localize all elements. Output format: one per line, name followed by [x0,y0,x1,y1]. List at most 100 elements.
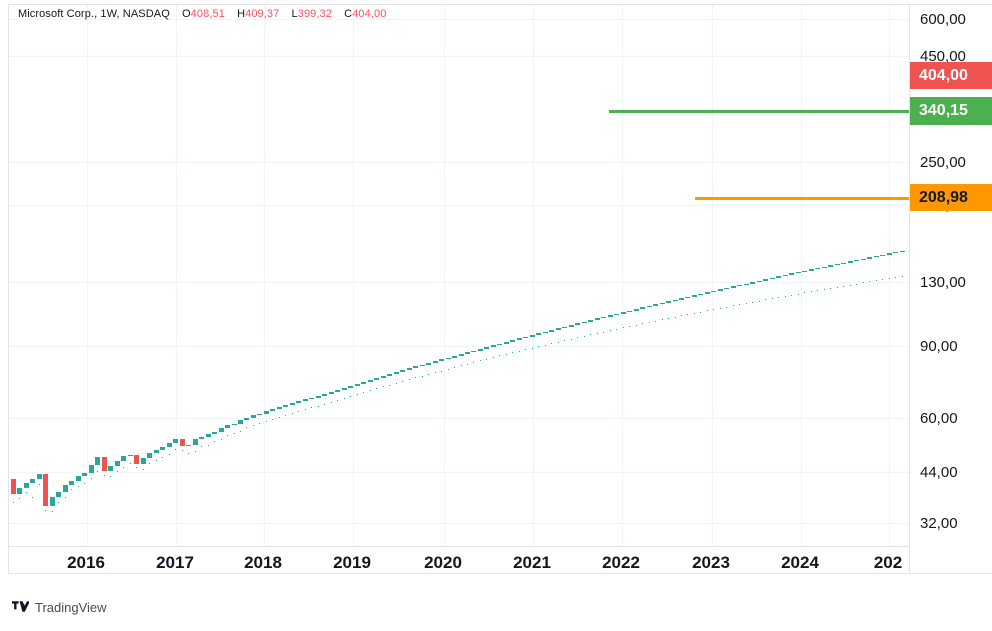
candle-body [464,352,470,354]
candle-wick [415,377,417,378]
candle-body [147,453,153,458]
candle-body [614,314,620,315]
candle-wick [408,379,410,380]
candle-body [212,432,218,434]
candle-body [75,476,81,481]
candle-wick [324,404,326,405]
candle-body [620,312,626,314]
tradingview-logo[interactable]: TradingView [12,600,107,615]
green-resistance-line[interactable] [609,110,909,113]
candle-wick [32,497,34,498]
candle-wick [635,325,637,326]
candle-body [711,291,717,292]
gridline-horizontal [9,205,909,206]
orange-level-badge[interactable]: 208,98 [910,184,992,211]
candle-body [756,281,762,282]
open-key: O [182,8,191,20]
candle-body [704,292,710,294]
candle-body [250,415,256,418]
candle-body [328,392,334,394]
candle-body [140,458,146,464]
candle-wick [369,390,371,391]
candle-wick [758,301,760,302]
candle-wick [895,277,897,278]
candle-wick [557,342,559,343]
candle-body [17,488,23,494]
candle-wick [869,281,871,282]
chart-pane[interactable] [8,4,910,574]
candle-wick [317,406,319,407]
candle-body [730,286,736,288]
candle-wick [505,354,507,355]
green-level-badge[interactable]: 340,15 [910,97,992,125]
candle-wick [389,385,391,386]
candle-body [160,447,166,450]
gridline-horizontal [9,523,909,524]
candle-body [808,269,814,271]
candle-body [588,320,594,322]
candle-body [276,407,282,409]
candle-wick [45,510,47,511]
gridline-horizontal [9,472,909,473]
candle-wick [337,400,339,401]
price-axis[interactable]: 600,00450,00250,00190,00130,0090,0060,00… [910,4,992,574]
time-tick-label: 2016 [67,553,105,572]
candle-body [503,342,509,344]
candle-body [815,268,821,269]
candle-wick [175,449,177,450]
candle-body [179,439,185,446]
candle-body [555,328,561,330]
candle-wick [343,398,345,399]
orange-support-line[interactable] [695,197,909,200]
candle-body [484,347,490,349]
candle-wick [13,502,14,503]
candle-wick [272,419,274,420]
time-axis[interactable]: 2016 2017 2018 2019 2020 2021 2022 2023 2024 202 [8,546,910,574]
time-tick-label: 202 [873,553,903,572]
open-value: 408,51 [190,8,225,20]
candle-body [880,255,886,256]
candle-body [698,294,704,295]
candle-body [225,425,231,428]
candle-body [529,335,535,337]
gridline-vertical [622,5,623,547]
candle-wick [499,355,501,356]
candle-wick [882,279,884,280]
high-value: 409,37 [245,8,280,20]
gridline-horizontal [9,162,909,163]
price-tick-label: 450,00 [920,48,966,65]
candle-body [56,492,62,497]
gridline-vertical [533,5,534,547]
gridline-horizontal [9,418,909,419]
candle-body [43,474,49,506]
candle-wick [363,392,365,393]
candle-body [828,265,834,267]
candle-wick [259,423,261,424]
candle-wick [616,329,618,330]
candle-body [841,263,847,264]
candle-wick [220,439,222,440]
candle-body [315,396,321,398]
candle-body [672,300,678,301]
candle-body [536,333,542,335]
candle-wick [278,417,280,418]
candle-body [263,411,269,414]
candle-body [335,390,341,392]
last-price-badge[interactable]: 404,00 [910,62,992,89]
candle-wick [402,381,404,382]
candle-wick [486,359,488,360]
candle-wick [609,330,611,331]
candle-body [88,465,94,473]
price-tick-label: 600,00 [920,11,966,28]
candle-body [166,443,172,447]
symbol-label[interactable]: Microsoft Corp., 1W, NASDAQ [18,8,170,20]
candle-wick [19,498,21,499]
candle-wick [123,467,125,468]
candle-wick [441,371,443,372]
candle-wick [376,388,378,389]
price-tick-label: 44,00 [920,464,958,481]
candle-body [737,285,743,286]
candle-body [257,414,263,415]
candle-wick [875,280,877,281]
